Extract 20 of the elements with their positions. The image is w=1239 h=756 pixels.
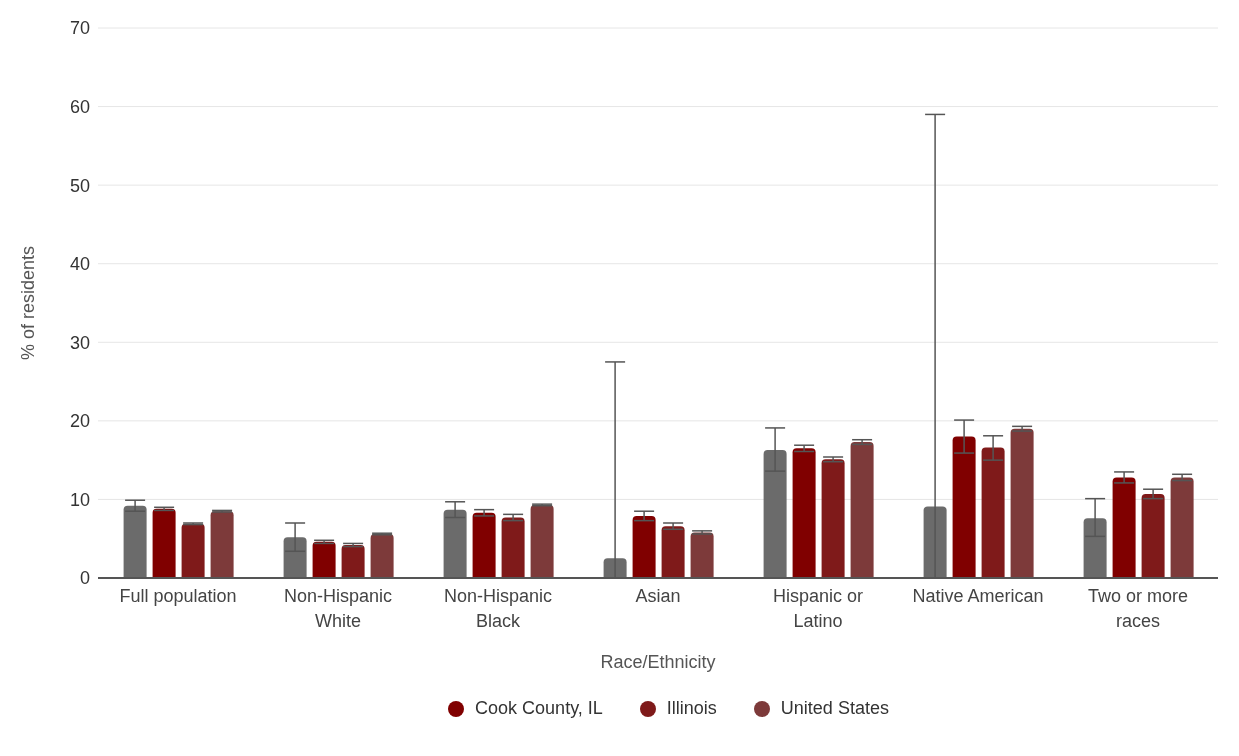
- x-tick-label: Non-Hispanic Black: [443, 586, 553, 631]
- y-tick-label: 60: [69, 96, 90, 117]
- x-tick-label: Full population: [119, 586, 237, 606]
- x-tick-label: Two or more races: [1087, 586, 1189, 631]
- y-tick-label: 70: [69, 18, 90, 39]
- legend-label: Illinois: [666, 698, 717, 719]
- y-tick-label: 10: [69, 489, 90, 510]
- y-tick-label: 30: [69, 332, 90, 353]
- y-tick-label: 20: [69, 411, 90, 432]
- y-axis-title: % of residents: [18, 245, 39, 361]
- y-tick-label: 50: [69, 175, 90, 196]
- legend-label: Cook County, IL: [475, 698, 603, 719]
- y-tick-label: 40: [69, 254, 90, 275]
- x-tick-label: Native American: [912, 586, 1044, 606]
- x-tick-label: Non-Hispanic White: [283, 586, 393, 631]
- x-tick-label: Hispanic or Latino: [772, 586, 864, 631]
- legend-label: United States: [780, 698, 889, 719]
- y-tick-label: 0: [79, 568, 90, 589]
- x-tick-label: Asian: [635, 586, 681, 606]
- x-axis-title: Race/Ethnicity: [600, 652, 716, 672]
